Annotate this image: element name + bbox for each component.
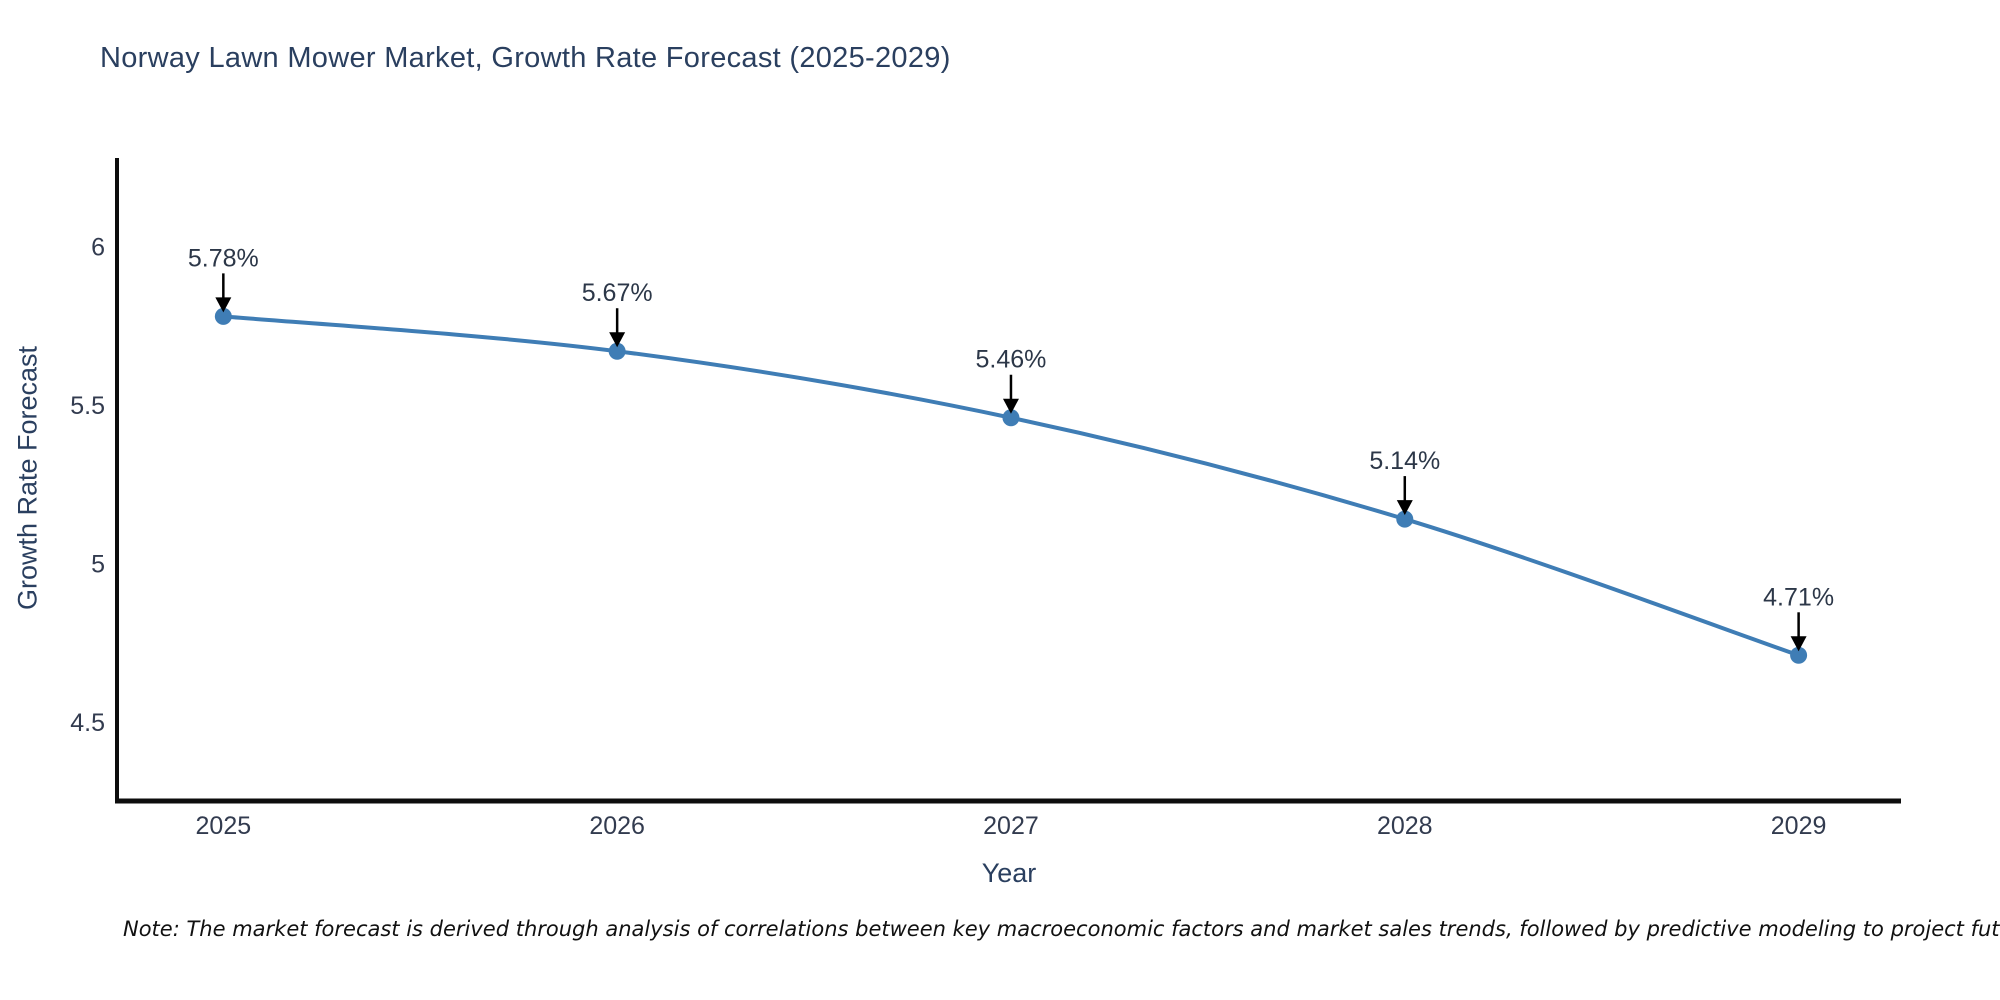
data-point-label: 5.46% — [976, 346, 1047, 374]
x-tick-label: 2026 — [589, 812, 645, 840]
annotation-arrow-head — [609, 332, 626, 348]
annotation-arrow-head — [215, 297, 232, 313]
x-tick-label: 2027 — [983, 812, 1039, 840]
annotation-arrow-head — [1396, 500, 1413, 516]
y-tick-label: 4.5 — [70, 709, 105, 737]
x-tick-label: 2028 — [1377, 812, 1433, 840]
annotation-arrow-head — [1002, 398, 1019, 414]
data-point-label: 5.78% — [188, 244, 259, 272]
y-tick-label: 6 — [91, 234, 105, 262]
data-point-label: 5.67% — [582, 279, 653, 307]
x-tick-label: 2025 — [196, 812, 252, 840]
footnote: Note: The market forecast is derived thr… — [123, 917, 2000, 941]
annotation-arrow-head — [1790, 636, 1807, 652]
x-tick-label: 2029 — [1771, 812, 1827, 840]
data-point-marker — [608, 342, 626, 360]
data-point-label: 5.14% — [1369, 447, 1440, 475]
y-tick-label: 5 — [91, 550, 105, 578]
data-point-marker — [1790, 646, 1808, 664]
data-point-label: 4.71% — [1763, 583, 1834, 611]
x-axis-title: Year — [981, 858, 1037, 888]
data-point-marker — [1396, 510, 1414, 528]
chart-title: Norway Lawn Mower Market, Growth Rate Fo… — [100, 42, 951, 74]
y-tick-label: 5.5 — [70, 392, 105, 420]
data-point-marker — [1002, 409, 1020, 427]
data-point-marker — [214, 307, 232, 325]
